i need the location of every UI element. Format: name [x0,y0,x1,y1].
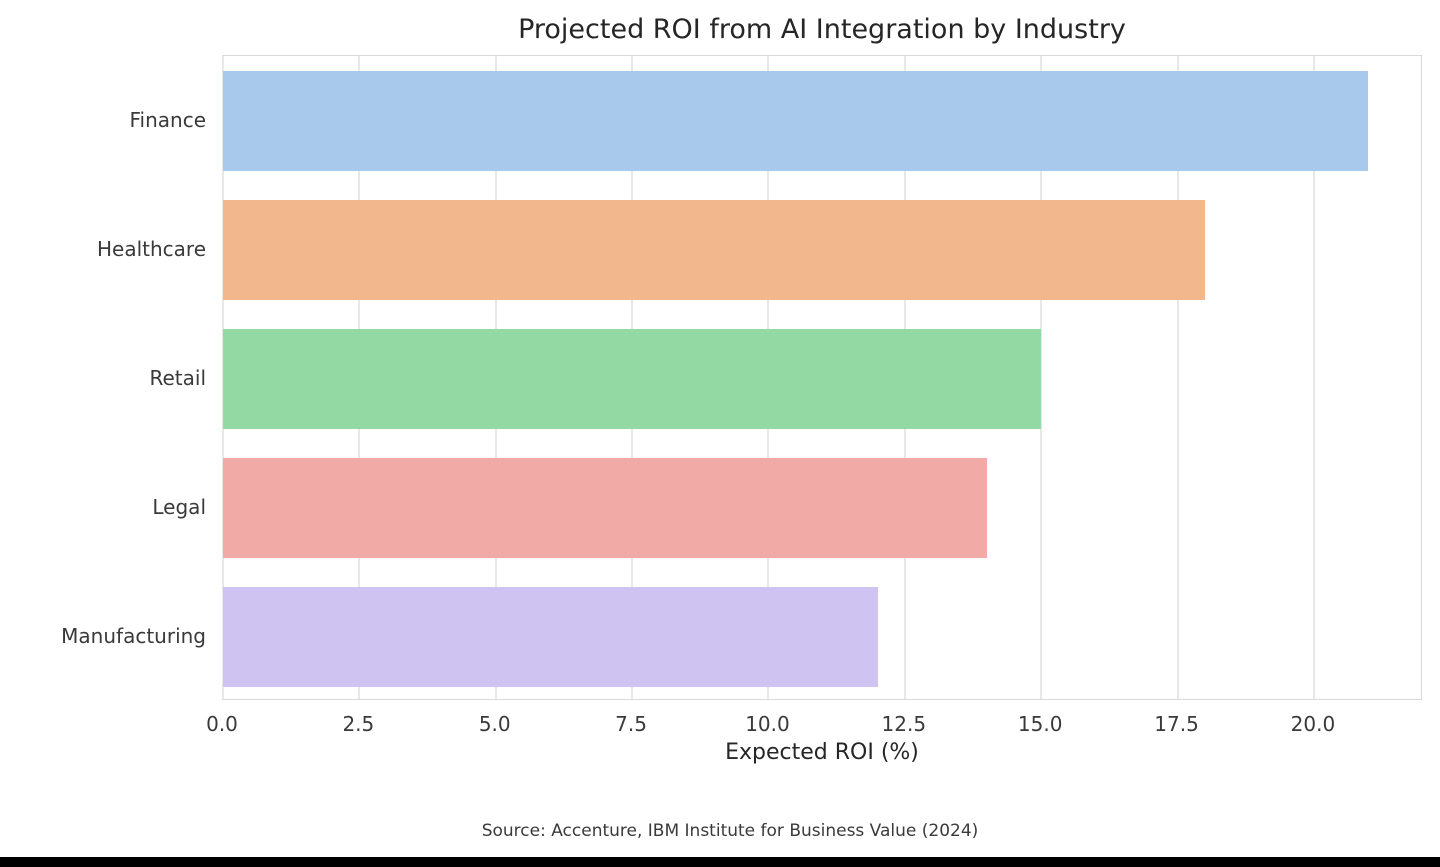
ytick-label-finance: Finance [129,107,206,132]
xtick-label-10.0: 10.0 [745,712,790,736]
chart-title: Projected ROI from AI Integration by Ind… [518,14,1126,45]
bar-legal [223,457,987,558]
bottom-black-strip [0,857,1440,867]
xtick-label-2.5: 2.5 [342,712,375,736]
xtick-label-17.5: 17.5 [1154,712,1199,736]
xtick-label-7.5: 7.5 [615,712,647,736]
xtick-label-0.0: 0.0 [206,712,238,736]
bar-manufacturing [223,586,878,687]
source-note: Source: Accenture, IBM Institute for Bus… [481,821,979,841]
x-axis-title: Expected ROI (%) [725,740,919,765]
bar-healthcare [223,199,1205,300]
ytick-label-retail: Retail [149,365,206,390]
xtick-label-12.5: 12.5 [881,712,927,736]
ytick-label-manufacturing: Manufacturing [61,623,206,648]
ytick-label-healthcare: Healthcare [96,236,206,261]
xtick-label-20.0: 20.0 [1290,712,1336,736]
gridline-x-15.0 [1040,56,1043,699]
xtick-label-5.0: 5.0 [478,712,511,736]
plot-area [222,55,1422,700]
gridline-x-17.5 [1176,56,1179,699]
bar-finance [223,70,1369,171]
xtick-label-15.0: 15.0 [1017,712,1063,736]
ytick-label-legal: Legal [152,494,206,519]
gridline-x-20.0 [1312,56,1315,699]
bar-retail [223,328,1042,429]
